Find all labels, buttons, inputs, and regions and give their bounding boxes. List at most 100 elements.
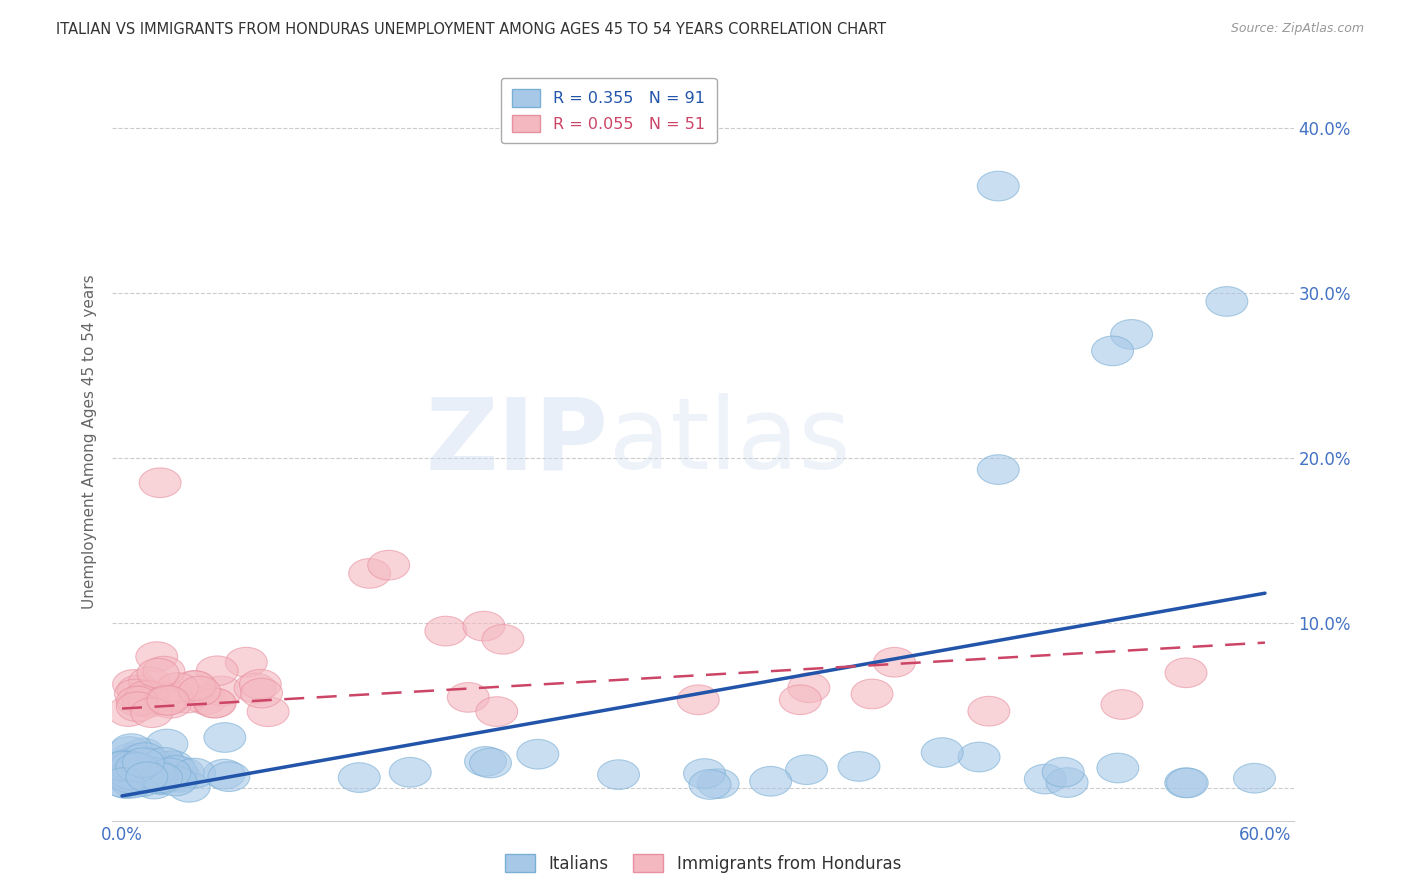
Ellipse shape (141, 763, 183, 793)
Text: Source: ZipAtlas.com: Source: ZipAtlas.com (1230, 22, 1364, 36)
Ellipse shape (235, 673, 276, 703)
Ellipse shape (117, 745, 159, 774)
Ellipse shape (110, 751, 152, 781)
Ellipse shape (104, 751, 146, 780)
Ellipse shape (114, 761, 156, 791)
Ellipse shape (105, 749, 146, 780)
Ellipse shape (173, 758, 215, 788)
Text: ITALIAN VS IMMIGRANTS FROM HONDURAS UNEMPLOYMENT AMONG AGES 45 TO 54 YEARS CORRE: ITALIAN VS IMMIGRANTS FROM HONDURAS UNEM… (56, 22, 886, 37)
Ellipse shape (115, 759, 157, 789)
Ellipse shape (1111, 319, 1153, 350)
Ellipse shape (112, 670, 155, 699)
Ellipse shape (697, 769, 740, 798)
Ellipse shape (112, 766, 153, 796)
Ellipse shape (101, 761, 143, 790)
Ellipse shape (121, 767, 163, 797)
Text: ZIP: ZIP (426, 393, 609, 490)
Ellipse shape (1166, 658, 1206, 688)
Ellipse shape (517, 739, 558, 769)
Ellipse shape (139, 468, 181, 498)
Ellipse shape (148, 686, 188, 715)
Ellipse shape (339, 763, 380, 792)
Ellipse shape (208, 762, 250, 791)
Ellipse shape (136, 761, 179, 790)
Ellipse shape (179, 676, 221, 706)
Ellipse shape (108, 737, 150, 766)
Ellipse shape (1164, 768, 1206, 797)
Ellipse shape (128, 688, 170, 717)
Ellipse shape (202, 759, 245, 789)
Ellipse shape (134, 758, 176, 788)
Ellipse shape (159, 763, 201, 792)
Ellipse shape (173, 671, 215, 700)
Ellipse shape (152, 761, 194, 790)
Ellipse shape (873, 648, 915, 677)
Ellipse shape (247, 697, 290, 726)
Ellipse shape (201, 676, 243, 706)
Ellipse shape (114, 679, 156, 709)
Ellipse shape (131, 698, 173, 728)
Ellipse shape (107, 697, 149, 726)
Ellipse shape (977, 455, 1019, 484)
Ellipse shape (239, 670, 281, 699)
Ellipse shape (101, 751, 143, 780)
Ellipse shape (1025, 764, 1066, 794)
Ellipse shape (128, 758, 170, 789)
Ellipse shape (142, 757, 184, 787)
Ellipse shape (105, 769, 148, 798)
Ellipse shape (128, 667, 170, 697)
Ellipse shape (447, 682, 489, 712)
Ellipse shape (194, 689, 236, 718)
Ellipse shape (197, 656, 238, 686)
Ellipse shape (103, 768, 145, 797)
Ellipse shape (967, 697, 1010, 726)
Ellipse shape (1042, 757, 1084, 787)
Ellipse shape (136, 761, 179, 790)
Ellipse shape (598, 760, 640, 789)
Ellipse shape (163, 757, 204, 788)
Ellipse shape (149, 689, 191, 718)
Ellipse shape (1233, 764, 1275, 793)
Ellipse shape (749, 766, 792, 797)
Ellipse shape (169, 772, 209, 802)
Ellipse shape (114, 751, 156, 780)
Ellipse shape (156, 673, 198, 702)
Ellipse shape (482, 624, 524, 654)
Ellipse shape (184, 685, 226, 714)
Ellipse shape (139, 681, 181, 712)
Ellipse shape (138, 755, 180, 784)
Ellipse shape (683, 759, 725, 789)
Ellipse shape (139, 764, 181, 794)
Ellipse shape (110, 734, 152, 764)
Ellipse shape (127, 762, 167, 791)
Ellipse shape (787, 673, 830, 703)
Ellipse shape (143, 747, 186, 777)
Ellipse shape (689, 770, 731, 799)
Ellipse shape (153, 763, 195, 792)
Ellipse shape (470, 748, 512, 778)
Ellipse shape (464, 747, 506, 776)
Ellipse shape (111, 754, 153, 784)
Ellipse shape (977, 171, 1019, 201)
Legend: Italians, Immigrants from Honduras: Italians, Immigrants from Honduras (498, 847, 908, 880)
Ellipse shape (463, 611, 505, 641)
Ellipse shape (122, 685, 165, 715)
Ellipse shape (779, 685, 821, 714)
Ellipse shape (125, 756, 167, 786)
Ellipse shape (110, 752, 152, 781)
Ellipse shape (957, 742, 1000, 772)
Ellipse shape (1097, 753, 1139, 783)
Ellipse shape (146, 752, 187, 781)
Ellipse shape (136, 641, 177, 672)
Ellipse shape (104, 754, 146, 783)
Ellipse shape (146, 729, 188, 759)
Ellipse shape (678, 685, 720, 714)
Ellipse shape (152, 682, 193, 712)
Ellipse shape (838, 752, 880, 781)
Ellipse shape (112, 762, 155, 791)
Ellipse shape (117, 675, 159, 705)
Ellipse shape (111, 757, 153, 788)
Ellipse shape (174, 671, 217, 700)
Ellipse shape (368, 550, 409, 580)
Ellipse shape (115, 753, 157, 782)
